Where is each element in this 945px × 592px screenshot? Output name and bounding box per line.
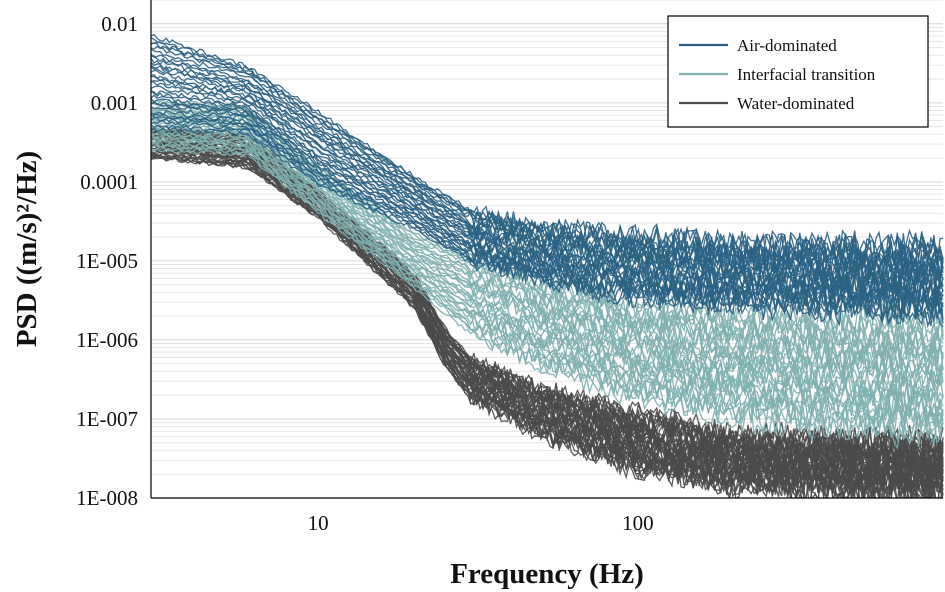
series-curve [151, 66, 944, 288]
legend: Air-dominated Interfacial transition Water… [667, 15, 929, 128]
y-tick-label: 1E-008 [76, 486, 138, 510]
series-curve [151, 41, 944, 266]
legend-label: Water-dominated [737, 94, 855, 113]
legend-label: Air-dominated [737, 36, 837, 55]
y-tick-label: 0.01 [101, 12, 138, 36]
series-curve [151, 133, 944, 418]
series-curve [151, 45, 944, 272]
y-tick-label: 0.001 [91, 91, 138, 115]
axes [150, 0, 943, 499]
series-curve [151, 136, 944, 426]
y-axis-title: PSD ((m/s)²/Hz) [11, 151, 43, 347]
series-layer [151, 33, 944, 498]
series-curve [151, 140, 944, 434]
series-group-0 [151, 33, 944, 329]
series-curve [151, 131, 944, 412]
y-tick-label: 1E-007 [76, 407, 138, 431]
series-curve [151, 117, 944, 379]
series-curve [151, 109, 944, 315]
series-curve [151, 98, 944, 309]
legend-label: Interfacial transition [737, 65, 876, 84]
y-tick-label: 1E-005 [76, 249, 138, 273]
series-curve [151, 33, 944, 262]
legend-box [667, 15, 929, 128]
series-curve [151, 116, 944, 322]
series-curve [151, 85, 944, 300]
tick-labels: 0.01 0.001 0.0001 1E-005 1E-006 1E-007 1E-008 1… [76, 12, 653, 535]
x-tick-label: 10 [308, 511, 329, 535]
x-axis-title: Frequency (Hz) [450, 558, 644, 590]
y-tick-label: 0.0001 [80, 170, 138, 194]
series-curve [151, 129, 944, 467]
x-tick-label: 100 [622, 511, 654, 535]
series-curve [151, 126, 944, 400]
series-curve [151, 107, 944, 358]
series-curve [151, 135, 944, 421]
series-curve [151, 80, 944, 297]
y-tick-label: 1E-006 [76, 328, 138, 352]
